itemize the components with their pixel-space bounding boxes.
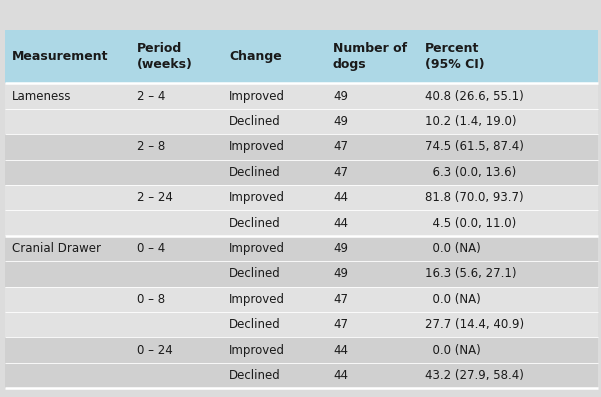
Text: 16.3 (5.6, 27.1): 16.3 (5.6, 27.1) (425, 268, 516, 280)
Text: 0 – 24: 0 – 24 (137, 344, 173, 357)
Bar (5, 30, 598, 83)
Bar (5, 160, 598, 185)
Text: 0.0 (NA): 0.0 (NA) (425, 293, 481, 306)
Text: 44: 44 (333, 191, 348, 204)
Text: Number of
dogs: Number of dogs (333, 42, 407, 71)
Bar (5, 312, 598, 337)
Text: 49: 49 (333, 242, 348, 255)
Text: Declined: Declined (229, 115, 281, 128)
Text: Improved: Improved (229, 191, 285, 204)
Text: 47: 47 (333, 141, 348, 153)
Text: Declined: Declined (229, 318, 281, 331)
Text: 10.2 (1.4, 19.0): 10.2 (1.4, 19.0) (425, 115, 516, 128)
Text: Improved: Improved (229, 293, 285, 306)
Text: 47: 47 (333, 318, 348, 331)
Text: Measurement: Measurement (12, 50, 109, 63)
Bar (5, 261, 598, 287)
Bar (5, 134, 598, 160)
Text: Cranial Drawer: Cranial Drawer (12, 242, 101, 255)
Text: 74.5 (61.5, 87.4): 74.5 (61.5, 87.4) (425, 141, 523, 153)
Text: Change: Change (229, 50, 282, 63)
Text: 49: 49 (333, 115, 348, 128)
Text: Improved: Improved (229, 344, 285, 357)
Text: 6.3 (0.0, 13.6): 6.3 (0.0, 13.6) (425, 166, 516, 179)
Bar (5, 337, 598, 363)
Text: 44: 44 (333, 217, 348, 229)
Text: Declined: Declined (229, 268, 281, 280)
Text: 0 – 8: 0 – 8 (137, 293, 165, 306)
Text: Percent
(95% CI): Percent (95% CI) (425, 42, 484, 71)
Text: 2 – 24: 2 – 24 (137, 191, 173, 204)
Text: Declined: Declined (229, 166, 281, 179)
Text: 47: 47 (333, 293, 348, 306)
Text: 49: 49 (333, 268, 348, 280)
Text: 0.0 (NA): 0.0 (NA) (425, 344, 481, 357)
Text: 4.5 (0.0, 11.0): 4.5 (0.0, 11.0) (425, 217, 516, 229)
Bar (5, 210, 598, 236)
Text: 44: 44 (333, 344, 348, 357)
Text: 43.2 (27.9, 58.4): 43.2 (27.9, 58.4) (425, 369, 523, 382)
Text: Improved: Improved (229, 141, 285, 153)
Text: 47: 47 (333, 166, 348, 179)
Bar (5, 363, 598, 388)
Text: 40.8 (26.6, 55.1): 40.8 (26.6, 55.1) (425, 90, 523, 102)
Bar (5, 83, 598, 109)
Text: 0 – 4: 0 – 4 (137, 242, 165, 255)
Text: Lameness: Lameness (12, 90, 72, 102)
Text: 2 – 8: 2 – 8 (137, 141, 165, 153)
Text: 44: 44 (333, 369, 348, 382)
Text: Declined: Declined (229, 217, 281, 229)
Text: 2 – 4: 2 – 4 (137, 90, 165, 102)
Text: Improved: Improved (229, 90, 285, 102)
Text: Improved: Improved (229, 242, 285, 255)
Text: 81.8 (70.0, 93.7): 81.8 (70.0, 93.7) (425, 191, 523, 204)
Text: 27.7 (14.4, 40.9): 27.7 (14.4, 40.9) (425, 318, 524, 331)
Text: 0.0 (NA): 0.0 (NA) (425, 242, 481, 255)
Bar (5, 109, 598, 134)
Text: Period
(weeks): Period (weeks) (137, 42, 193, 71)
Bar (5, 185, 598, 210)
Text: 49: 49 (333, 90, 348, 102)
Bar (5, 287, 598, 312)
Text: Declined: Declined (229, 369, 281, 382)
Bar (5, 236, 598, 261)
